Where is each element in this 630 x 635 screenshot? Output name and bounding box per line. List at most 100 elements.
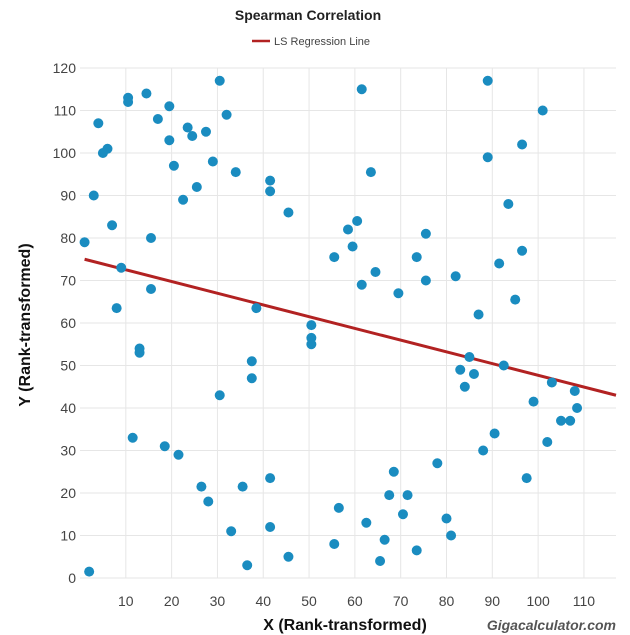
- data-point[interactable]: [473, 309, 484, 320]
- data-point[interactable]: [365, 167, 376, 178]
- data-point[interactable]: [116, 262, 127, 273]
- data-point[interactable]: [79, 237, 90, 248]
- data-point[interactable]: [411, 545, 422, 556]
- data-point[interactable]: [464, 352, 475, 362]
- x-tick-label: 100: [526, 593, 550, 609]
- data-point[interactable]: [420, 275, 431, 286]
- data-point[interactable]: [134, 347, 145, 358]
- data-point[interactable]: [572, 403, 583, 413]
- data-point[interactable]: [379, 534, 390, 545]
- data-point[interactable]: [420, 228, 431, 239]
- data-point[interactable]: [207, 156, 218, 167]
- legend[interactable]: LS Regression Line: [252, 36, 370, 48]
- data-point[interactable]: [498, 360, 509, 371]
- data-point[interactable]: [214, 75, 225, 86]
- data-point[interactable]: [517, 139, 528, 150]
- data-point[interactable]: [246, 356, 257, 367]
- data-point[interactable]: [402, 490, 413, 501]
- data-point[interactable]: [159, 441, 170, 452]
- credit-text[interactable]: Gigacalculator.com: [487, 617, 616, 633]
- data-point[interactable]: [503, 199, 514, 209]
- data-point[interactable]: [517, 245, 528, 256]
- data-point[interactable]: [329, 539, 340, 549]
- data-point[interactable]: [370, 267, 381, 277]
- data-point[interactable]: [102, 143, 113, 154]
- data-point[interactable]: [388, 466, 399, 477]
- data-point[interactable]: [489, 428, 500, 439]
- data-point[interactable]: [123, 97, 134, 107]
- data-point[interactable]: [173, 449, 184, 460]
- data-point[interactable]: [226, 526, 237, 537]
- data-point[interactable]: [542, 437, 553, 447]
- data-point[interactable]: [468, 369, 479, 379]
- data-point[interactable]: [521, 473, 532, 484]
- data-point[interactable]: [191, 182, 202, 192]
- data-point[interactable]: [411, 252, 422, 263]
- data-point[interactable]: [182, 122, 193, 133]
- data-point[interactable]: [441, 513, 452, 524]
- data-point[interactable]: [168, 160, 179, 171]
- data-point[interactable]: [432, 458, 443, 469]
- data-point[interactable]: [446, 530, 457, 541]
- data-point[interactable]: [482, 75, 493, 86]
- data-point[interactable]: [459, 381, 470, 392]
- data-point[interactable]: [283, 207, 294, 218]
- data-point[interactable]: [246, 373, 257, 384]
- data-point[interactable]: [333, 502, 344, 513]
- data-point[interactable]: [478, 445, 489, 456]
- data-points: [79, 75, 583, 577]
- data-point[interactable]: [347, 241, 358, 252]
- data-point[interactable]: [242, 560, 253, 571]
- data-point[interactable]: [200, 126, 211, 137]
- data-point[interactable]: [84, 566, 95, 577]
- data-point[interactable]: [221, 109, 232, 120]
- data-point[interactable]: [178, 194, 189, 205]
- data-point[interactable]: [146, 233, 157, 243]
- data-point[interactable]: [306, 320, 317, 331]
- data-point[interactable]: [556, 415, 567, 426]
- data-point[interactable]: [93, 118, 104, 129]
- data-point[interactable]: [343, 224, 353, 235]
- data-point[interactable]: [214, 390, 225, 401]
- data-point[interactable]: [455, 364, 466, 375]
- data-point[interactable]: [251, 303, 262, 314]
- data-point[interactable]: [356, 84, 367, 95]
- data-point[interactable]: [329, 252, 340, 263]
- data-point[interactable]: [141, 88, 152, 99]
- data-point[interactable]: [356, 279, 367, 290]
- data-point[interactable]: [384, 490, 395, 501]
- data-point[interactable]: [203, 496, 214, 507]
- data-point[interactable]: [196, 481, 207, 492]
- data-point[interactable]: [397, 509, 408, 520]
- data-point[interactable]: [127, 432, 138, 443]
- data-point[interactable]: [111, 303, 122, 314]
- data-point[interactable]: [306, 339, 317, 350]
- data-point[interactable]: [510, 294, 521, 305]
- data-point[interactable]: [375, 556, 386, 566]
- data-point[interactable]: [152, 114, 163, 124]
- data-point[interactable]: [88, 190, 99, 201]
- data-point[interactable]: [164, 135, 175, 146]
- data-point[interactable]: [187, 131, 198, 141]
- data-point[interactable]: [546, 377, 557, 388]
- data-point[interactable]: [528, 396, 539, 407]
- data-point[interactable]: [352, 216, 363, 226]
- data-point[interactable]: [569, 386, 580, 396]
- data-point[interactable]: [393, 288, 404, 299]
- data-point[interactable]: [146, 284, 157, 294]
- data-point[interactable]: [265, 186, 276, 197]
- data-point[interactable]: [361, 517, 372, 528]
- data-point[interactable]: [230, 167, 241, 178]
- data-point[interactable]: [237, 481, 248, 492]
- data-point[interactable]: [107, 220, 118, 231]
- data-point[interactable]: [283, 551, 294, 562]
- data-point[interactable]: [164, 101, 175, 112]
- data-point[interactable]: [265, 522, 276, 532]
- data-point[interactable]: [265, 473, 276, 484]
- data-point[interactable]: [565, 415, 576, 426]
- data-point[interactable]: [537, 105, 548, 116]
- data-point[interactable]: [265, 175, 276, 186]
- data-point[interactable]: [482, 152, 493, 163]
- data-point[interactable]: [494, 258, 505, 269]
- data-point[interactable]: [450, 271, 461, 282]
